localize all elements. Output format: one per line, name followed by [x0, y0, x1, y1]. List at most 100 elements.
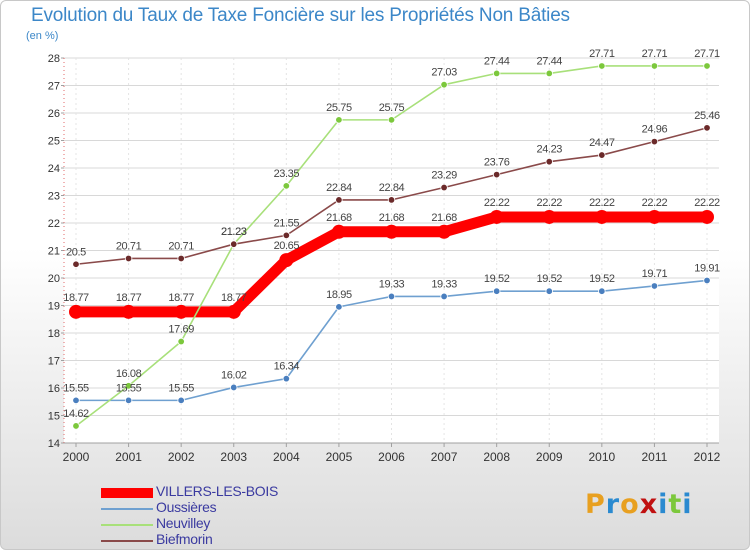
data-label: 19.91: [694, 262, 720, 274]
data-point: [121, 304, 136, 319]
data-point: [440, 80, 448, 89]
data-point: [331, 224, 346, 239]
data-point: [335, 116, 343, 124]
data-label: 27.44: [484, 55, 510, 67]
data-point: [72, 422, 80, 430]
data-point: [650, 62, 659, 70]
data-label: 21.23: [221, 226, 247, 238]
data-label: 18.95: [326, 289, 352, 301]
y-tick-label: 17: [48, 356, 60, 368]
data-point: [440, 292, 448, 301]
y-tick-label: 14: [48, 438, 60, 450]
data-label: 24.23: [536, 144, 562, 156]
data-label: 19.52: [484, 273, 510, 285]
x-tick-label: 2000: [63, 450, 90, 464]
data-point: [598, 151, 606, 159]
chart-unit-label: (en %): [26, 30, 59, 42]
data-label: 22.22: [694, 197, 720, 209]
data-label: 19.33: [379, 278, 405, 290]
x-tick-label: 2005: [326, 450, 353, 464]
y-tick-label: 23: [48, 191, 60, 203]
legend-label: Biefmorin: [156, 531, 213, 547]
y-tick-label: 26: [48, 108, 60, 120]
data-point: [282, 182, 291, 190]
chart-title: Evolution du Taux de Taxe Foncière sur l…: [31, 5, 570, 26]
data-label: 21.68: [379, 212, 405, 224]
data-point: [492, 69, 501, 78]
data-label: 19.52: [536, 273, 562, 285]
data-point: [440, 183, 448, 192]
data-label: 23.29: [431, 170, 457, 182]
logo-letter: i: [658, 489, 669, 520]
data-label: 27.03: [431, 67, 457, 79]
logo-letter: o: [620, 489, 640, 520]
data-point: [177, 337, 185, 346]
data-point: [335, 196, 343, 204]
y-tick-label: 19: [48, 301, 60, 313]
data-point: [598, 62, 606, 70]
x-tick-label: 2007: [431, 450, 458, 464]
data-point: [124, 382, 133, 390]
data-point: [387, 116, 396, 124]
data-label: 16.34: [274, 361, 300, 373]
data-label: 19.71: [642, 268, 668, 280]
data-label: 16.02: [221, 369, 247, 381]
x-tick-label: 2004: [273, 450, 300, 464]
y-tick-label: 28: [48, 53, 60, 65]
data-point: [177, 254, 185, 263]
data-point: [545, 157, 553, 166]
x-tick-label: 2009: [536, 450, 563, 464]
logo-letter: r: [605, 489, 621, 520]
data-point: [647, 209, 662, 224]
data-label: 21.23: [221, 226, 247, 238]
data-label: 17.69: [168, 324, 194, 336]
x-tick-label: 2001: [115, 450, 142, 464]
data-point: [124, 396, 133, 405]
data-label: 21.68: [431, 212, 457, 224]
data-label: 16.08: [116, 368, 142, 380]
data-point: [542, 209, 557, 224]
logo-letter: x: [639, 489, 659, 520]
data-point: [437, 224, 452, 239]
data-point: [594, 209, 609, 224]
data-label: 14.62: [63, 408, 89, 420]
data-label: 27.71: [642, 48, 668, 60]
data-label: 24.47: [589, 137, 615, 149]
legend-swatch: [101, 540, 153, 542]
y-tick-label: 22: [48, 218, 60, 230]
data-label: 19.52: [589, 273, 615, 285]
y-tick-label: 16: [48, 383, 60, 395]
data-label: 22.84: [379, 182, 405, 194]
x-tick-label: 2002: [168, 450, 195, 464]
data-point: [177, 396, 185, 405]
data-label: 15.55: [63, 382, 89, 394]
data-point: [545, 69, 553, 78]
data-label: 25.46: [694, 110, 720, 122]
data-point: [230, 383, 238, 392]
data-label: 25.75: [379, 102, 405, 114]
data-label: 20.71: [116, 240, 142, 252]
data-label: 20.71: [168, 240, 194, 252]
data-point: [700, 209, 714, 224]
data-label: 27.71: [589, 48, 615, 60]
data-point: [703, 62, 711, 70]
data-label: 20.5: [66, 246, 86, 258]
y-tick-label: 25: [48, 136, 60, 148]
legend-label: Neuvilley: [156, 515, 211, 531]
data-label: 18.77: [63, 292, 89, 304]
data-point: [492, 170, 501, 179]
legend-label: VILLERS-LES-BOIS: [156, 483, 279, 499]
data-point: [230, 240, 238, 248]
proxiti-logo: Proxiti: [585, 489, 693, 520]
y-tick-label: 27: [48, 81, 60, 93]
data-point: [282, 374, 291, 383]
data-point: [282, 231, 291, 240]
data-label: 15.55: [116, 382, 142, 394]
data-label: 21.55: [274, 217, 300, 229]
data-label: 20.65: [274, 240, 300, 252]
logo-letter: P: [585, 489, 606, 520]
data-point: [69, 304, 83, 319]
legend-swatch: [101, 488, 153, 498]
data-label: 22.22: [642, 197, 668, 209]
